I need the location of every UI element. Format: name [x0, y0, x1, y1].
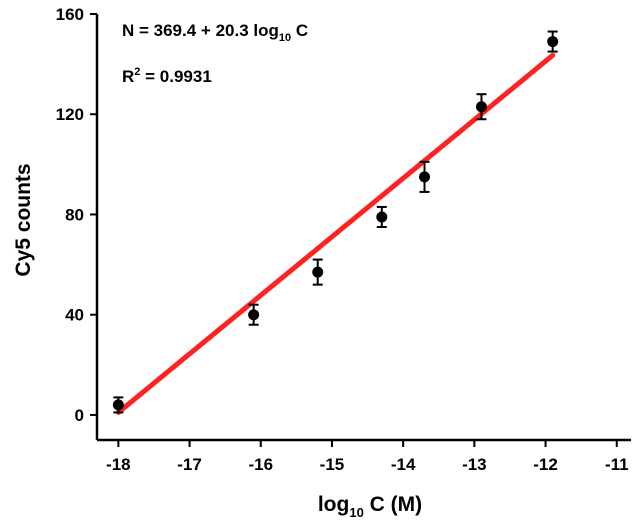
y-tick-label: 120: [56, 105, 84, 124]
data-point: [248, 309, 260, 321]
x-tick-label: -13: [462, 455, 487, 474]
x-tick-label: -17: [177, 455, 202, 474]
data-point: [112, 399, 124, 411]
data-point: [376, 211, 388, 223]
y-ticks: 0 40 80 120 160: [56, 5, 97, 425]
x-axis-title: log10 C (M): [318, 493, 422, 520]
x-tick-label: -18: [106, 455, 131, 474]
fit-line: [115, 52, 556, 415]
y-tick-label: 40: [65, 306, 84, 325]
y-tick-label: 0: [75, 406, 84, 425]
data-point: [312, 266, 324, 278]
x-tick-label: -14: [391, 455, 416, 474]
x-tick-label: -11: [605, 455, 629, 474]
data-point: [419, 171, 431, 183]
fit-line-group: [115, 52, 556, 415]
axes: [95, 14, 631, 442]
x-tick-label: -15: [320, 455, 345, 474]
r-squared-annotation: R2 = 0.9931: [122, 66, 212, 86]
equation-annotation: N = 369.4 + 20.3 log10 C: [122, 21, 308, 44]
data-point: [547, 36, 559, 48]
y-axis-title: Cy5 counts: [12, 163, 35, 276]
x-ticks: -18 -17 -16 -15 -14 -13 -12 -11: [106, 440, 629, 474]
x-tick-label: -12: [533, 455, 558, 474]
y-tick-label: 160: [56, 5, 84, 24]
x-tick-label: -16: [248, 455, 273, 474]
y-tick-label: 80: [65, 205, 84, 224]
data-point: [475, 101, 487, 113]
data-points: [112, 30, 559, 414]
